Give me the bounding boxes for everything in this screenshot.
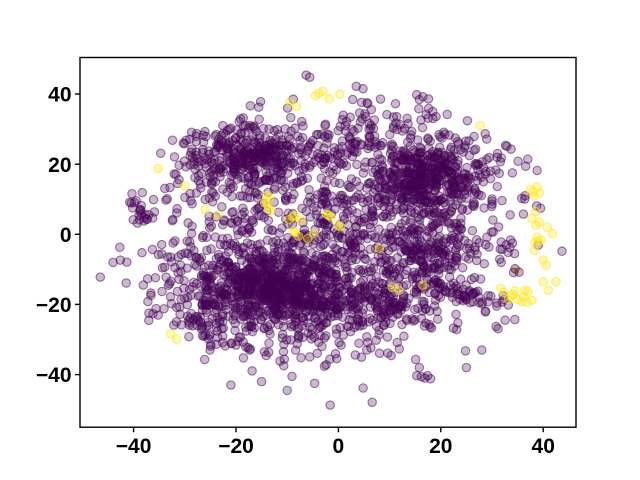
svg-text:20: 20 [48,154,71,177]
svg-text:20: 20 [429,435,452,458]
svg-text:40: 40 [48,84,71,107]
svg-text:40: 40 [532,435,555,458]
svg-text:−40: −40 [116,435,152,458]
svg-text:−20: −20 [218,435,254,458]
svg-text:−20: −20 [36,294,72,317]
svg-text:0: 0 [60,224,72,247]
svg-text:0: 0 [333,435,345,458]
svg-text:−40: −40 [36,364,72,387]
